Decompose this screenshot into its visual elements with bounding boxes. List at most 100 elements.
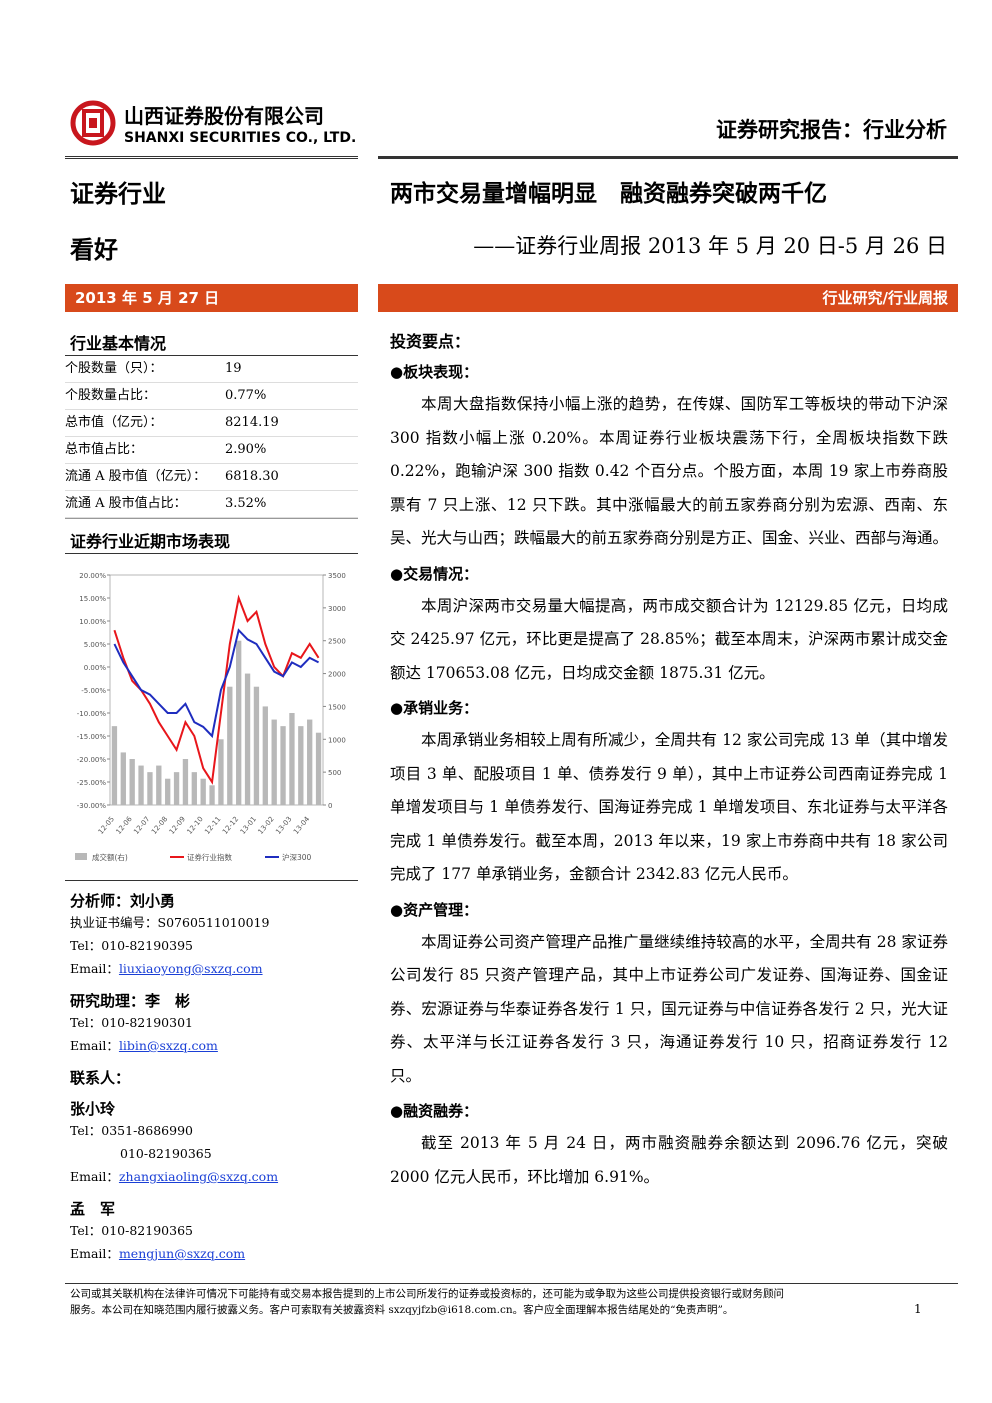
row-label: 流通 A 股市值占比： bbox=[65, 496, 187, 511]
contact-line: Tel：010-82190395 bbox=[70, 934, 358, 957]
series-line bbox=[113, 628, 320, 739]
rule bbox=[65, 518, 358, 519]
rule bbox=[65, 553, 358, 554]
volume-bar bbox=[173, 772, 180, 805]
footer-line: 公司或其关联机构在法律许可情况下可能持有或交易本报告提到的上市公司所发行的证券或… bbox=[70, 1288, 784, 1300]
y2-tick-label: 1500 bbox=[328, 703, 346, 711]
section-heading: ●承销业务： bbox=[390, 694, 948, 722]
heading-text: 融资融券： bbox=[403, 1102, 479, 1120]
y-tick-label: 5.00% bbox=[84, 641, 107, 649]
x-tick-label: 13-03 bbox=[274, 815, 293, 836]
row-label: 流通 A 股市值（亿元）： bbox=[65, 469, 207, 484]
subtitle: ——证券行业周报 2013 年 5 月 20 日-5 月 26 日 bbox=[473, 234, 947, 258]
volume-bar bbox=[182, 759, 189, 805]
industry: 证券行业 bbox=[70, 180, 166, 208]
row-label: 总市值占比： bbox=[65, 442, 144, 457]
bullet: ● bbox=[390, 564, 404, 583]
contact-value: 010-82190301 bbox=[101, 1015, 193, 1030]
y-tick-label: -25.00% bbox=[77, 779, 107, 787]
contact-value: 010-82190395 bbox=[101, 938, 193, 953]
y2-tick-label: 2500 bbox=[328, 638, 346, 646]
y2-tick-label: 0 bbox=[328, 802, 332, 810]
row-value: 3.52% bbox=[225, 496, 267, 511]
bullet: ● bbox=[390, 363, 404, 381]
rule bbox=[65, 156, 358, 159]
x-tick-label: 13-01 bbox=[239, 815, 258, 836]
volume-bar bbox=[147, 772, 153, 805]
person-title: 孟 军 bbox=[70, 1200, 116, 1218]
contact-value: S0760511010019 bbox=[157, 915, 270, 930]
y-tick-label: -10.00% bbox=[77, 710, 107, 718]
volume-bar bbox=[253, 686, 260, 805]
contact-value: 010-82190365 bbox=[120, 1146, 212, 1161]
rule bbox=[378, 156, 958, 159]
volume-bar bbox=[138, 765, 144, 805]
heading-text: 交易情况： bbox=[403, 564, 479, 583]
volume-bar bbox=[307, 719, 313, 805]
footer-line: 服务。本公司在知晓范围内履行披露义务。客户可索取有关披露资料 sxzqyjfzb… bbox=[70, 1304, 734, 1316]
heading-text: 资产管理： bbox=[403, 900, 479, 919]
y-tick-label: 15.00% bbox=[79, 595, 106, 603]
x-tick-label: 13-04 bbox=[292, 815, 312, 836]
chart: 20.00% 15.00% 10.00% 5.00% 0.00% -5.00% -10.00… bbox=[75, 572, 346, 862]
chart-title: 证券行业近期市场表现 bbox=[70, 532, 231, 551]
volume-bar bbox=[280, 726, 286, 805]
company-en: SHANXI SECURITIES CO., LTD. bbox=[124, 130, 357, 146]
x-tick-label: 12-12 bbox=[221, 815, 240, 836]
volume-bar bbox=[289, 713, 295, 805]
main-title: 两市交易量增幅明显 融资融券突破两千亿 bbox=[390, 181, 827, 207]
contact-line: Email：liuxiaoyong@sxzq.com bbox=[70, 957, 358, 980]
legend-label: 成交额(右) bbox=[92, 852, 128, 862]
contact-value: libin@sxzq.com bbox=[118, 1038, 218, 1053]
y2-tick-label: 500 bbox=[328, 769, 341, 777]
x-tick-label: 12-09 bbox=[168, 815, 187, 836]
contact-line: Email：libin@sxzq.com bbox=[70, 1034, 358, 1057]
basic-row: 总市值（亿元）： 8214.19 bbox=[65, 410, 358, 437]
volume-bar bbox=[298, 726, 304, 805]
contact-value: 010-82190365 bbox=[101, 1223, 193, 1238]
legend-swatch bbox=[75, 853, 87, 860]
heading-text: 板块表现： bbox=[403, 363, 479, 381]
row-value: 6818.30 bbox=[225, 469, 279, 484]
volume-bar bbox=[315, 732, 322, 805]
y-tick-label: -15.00% bbox=[77, 733, 107, 741]
contact-value: zhangxiaoling@sxzq.com bbox=[118, 1169, 279, 1184]
company-cn: 山西证券股份有限公司 bbox=[124, 104, 324, 128]
rating: 看好 bbox=[70, 236, 118, 264]
contact-line: Tel：010-82190365 bbox=[70, 1219, 358, 1242]
section-heading: ●交易情况： bbox=[390, 560, 948, 588]
bullet: ● bbox=[390, 699, 404, 717]
x-tick-label: 12-05 bbox=[97, 815, 116, 836]
contact-label: Email： bbox=[70, 1038, 119, 1053]
y-tick-label: -30.00% bbox=[77, 802, 107, 810]
volume-bar bbox=[209, 785, 215, 805]
volume-bar bbox=[120, 752, 126, 805]
y2-tick-label: 3000 bbox=[328, 605, 346, 613]
basic-row: 个股数量占比： 0.77% bbox=[65, 383, 358, 410]
basic-row: 流通 A 股市值占比： 3.52% bbox=[65, 491, 358, 518]
contact-value: mengjun@sxzq.com bbox=[118, 1246, 246, 1261]
volume-bar bbox=[244, 673, 251, 805]
paragraph: 截至 2013 年 5 月 24 日，两市融资融券余额达到 2096.76 亿元… bbox=[390, 1134, 948, 1186]
person-title: 联系人： bbox=[70, 1069, 131, 1087]
series-line bbox=[113, 594, 320, 785]
page-number: 1 bbox=[914, 1302, 922, 1316]
row-value: 0.77% bbox=[225, 388, 267, 403]
row-value: 8214.19 bbox=[225, 415, 279, 430]
section-heading: ●融资融券： bbox=[390, 1097, 948, 1125]
contact-label: 执业证书编号： bbox=[70, 915, 158, 930]
section-heading: ●资产管理： bbox=[390, 896, 948, 924]
contact-label: Email： bbox=[70, 1169, 119, 1184]
contact-line: Email：mengjun@sxzq.com bbox=[70, 1242, 358, 1265]
footer: 公司或其关联机构在法律许可情况下可能持有或交易本报告提到的上市公司所发行的证券或… bbox=[70, 1286, 930, 1318]
volume-bar bbox=[227, 686, 233, 805]
x-tick-label: 12-11 bbox=[203, 815, 222, 836]
bullet: ● bbox=[390, 900, 404, 919]
volume-bar bbox=[236, 640, 242, 805]
basic-table: 个股数量（只）： 19 个股数量占比： 0.77% 总市值（亿元）： 8214.19 总市值… bbox=[65, 355, 358, 518]
x-tick-label: 12-08 bbox=[150, 815, 169, 836]
y2-tick-label: 2000 bbox=[328, 671, 346, 679]
legend-label: 证券行业指数 bbox=[187, 852, 232, 862]
volume-bar bbox=[200, 778, 206, 805]
